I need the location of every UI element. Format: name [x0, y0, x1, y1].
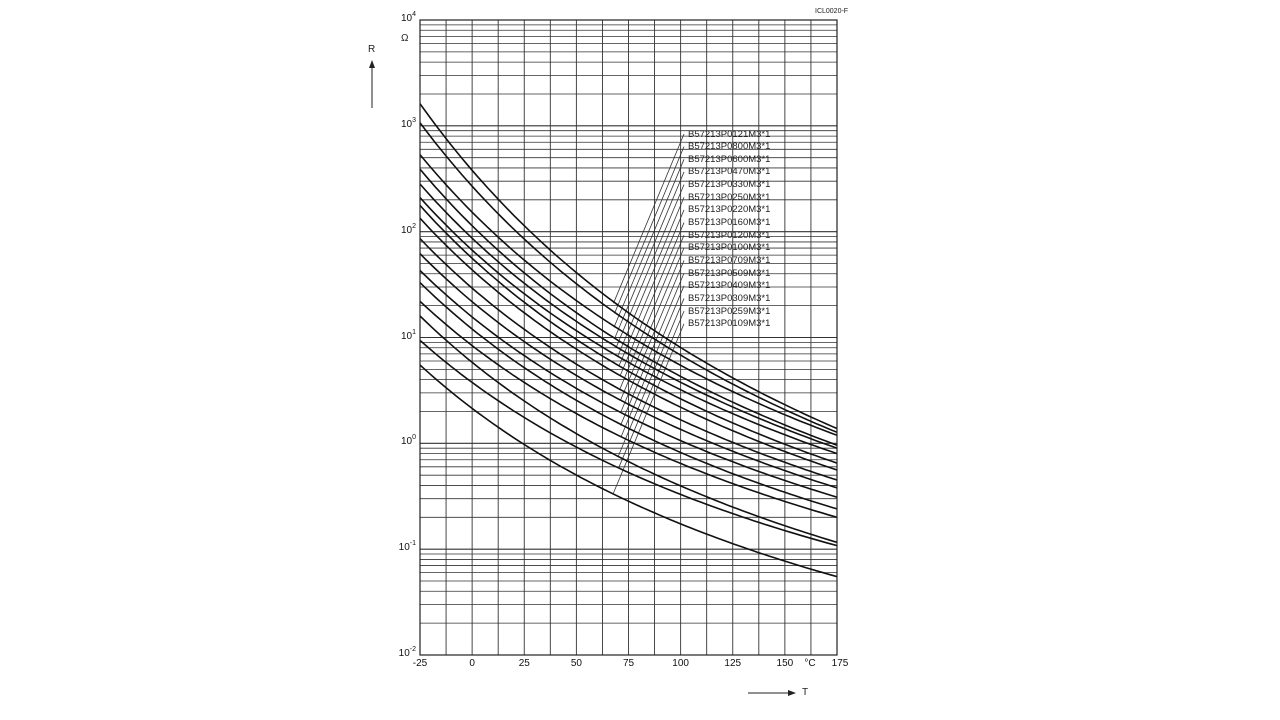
y-tick-base: 10	[398, 648, 410, 659]
legend-label: B57213P0109M3*1	[688, 318, 771, 330]
x-tick-label: 75	[622, 658, 635, 669]
curve-B57213P0120M31	[419, 238, 838, 481]
legend-label: B57213P0220M3*1	[688, 204, 771, 216]
legend-label: B57213P0509M3*1	[688, 267, 771, 279]
y-tick-label: 10-2	[386, 646, 416, 660]
legend-leader-lines	[612, 133, 685, 495]
y-tick-exponent: 2	[412, 222, 416, 230]
x-unit: °C	[804, 658, 816, 669]
x-tick-label: 25	[518, 658, 530, 669]
curve-B57213P0309M31	[419, 315, 838, 544]
curve-B57213P0509M31	[419, 282, 838, 510]
grid	[419, 20, 838, 656]
legend-label: B57213P0120M3*1	[688, 229, 771, 241]
legend-label: B57213P0121M3*1	[688, 128, 771, 140]
x-tick-label: 0	[469, 658, 475, 669]
curve-B57213P0409M31	[419, 300, 838, 519]
curve-B57213P0800M31	[419, 122, 838, 434]
legend-leader-line	[617, 197, 685, 358]
curve-B57213P0220M31	[419, 204, 838, 464]
legend-label: B57213P0600M3*1	[688, 153, 771, 165]
y-tick-exponent: -1	[409, 540, 416, 548]
x-tick-label: 150	[776, 658, 794, 669]
x-axis-label: T	[802, 687, 809, 698]
y-tick-label: 104	[386, 11, 416, 25]
legend-leader-line	[618, 209, 685, 367]
curve-B57213P0709M31	[419, 269, 838, 498]
y-tick-label: 102	[386, 222, 416, 237]
legend-label: B57213P0309M3*1	[688, 292, 771, 304]
curves	[419, 103, 838, 578]
y-tick-label: 101	[386, 328, 416, 343]
y-tick-exponent: -2	[409, 646, 416, 653]
y-tick-label: 10-1	[386, 540, 416, 554]
y-tick-label: 103	[386, 116, 416, 131]
legend-label: B57213P0409M3*1	[688, 280, 771, 292]
legend-leader-line	[620, 247, 685, 401]
legend-leader-line	[619, 222, 685, 377]
legend-leader-line	[612, 323, 685, 495]
curve-B57213P0600M31	[419, 154, 838, 437]
legend-label: B57213P0160M3*1	[688, 217, 771, 229]
legend-leader-line	[617, 298, 685, 458]
legend-leader-line	[614, 146, 685, 314]
x-tick-label: 100	[672, 658, 689, 669]
legend-leader-line	[613, 133, 685, 304]
legend-label: B57213P0709M3*1	[688, 255, 771, 266]
x-arrow-head-icon	[788, 690, 796, 696]
legend-label: B57213P0470M3*1	[688, 166, 771, 178]
y-tick-base: 10	[400, 118, 413, 130]
curve-B57213P0100M31	[419, 253, 838, 489]
y-tick-base: 10	[400, 13, 413, 24]
curve-B57213P0250M31	[419, 197, 838, 455]
x-tick-label: -25	[412, 658, 428, 669]
figure-code: ICL0020-F	[815, 8, 849, 15]
plot-frame	[419, 19, 838, 656]
curve-B57213P0470M31	[419, 168, 838, 446]
legend-label: B57213P0330M3*1	[688, 179, 771, 191]
y-tick-base: 10	[398, 542, 410, 554]
curve-B57213P0160M31	[419, 217, 838, 471]
legend-leader-line	[613, 159, 685, 328]
legend-label: B57213P0250M3*1	[688, 191, 771, 203]
y-tick-exponent: 0	[412, 434, 416, 442]
y-arrow-head-icon	[369, 60, 375, 68]
legend-label: B57213P0100M3*1	[688, 242, 771, 254]
y-unit: Ω	[401, 33, 409, 44]
y-tick-base: 10	[400, 330, 413, 342]
curve-B57213P0330M31	[419, 183, 838, 449]
curve-B57213P0121M31	[419, 103, 838, 430]
y-tick-exponent: 3	[412, 116, 416, 124]
y-axis-label: R	[368, 44, 376, 55]
legend-label: B57213P0800M3*1	[688, 141, 771, 153]
legend-leader-line	[618, 310, 685, 469]
x-tick-label: 125	[724, 658, 742, 669]
x-tick-label: 50	[570, 658, 582, 669]
y-tick-base: 10	[400, 224, 413, 236]
x-tick-label: 175	[831, 658, 849, 669]
y-tick-label: 100	[386, 434, 416, 448]
y-tick-base: 10	[400, 436, 413, 448]
y-tick-exponent: 1	[412, 328, 416, 336]
legend-label: B57213P0259M3*1	[688, 305, 771, 317]
curve-B57213P0259M31	[419, 339, 838, 547]
curve-B57213P0109M31	[419, 364, 838, 578]
y-tick-exponent: 4	[412, 11, 416, 18]
